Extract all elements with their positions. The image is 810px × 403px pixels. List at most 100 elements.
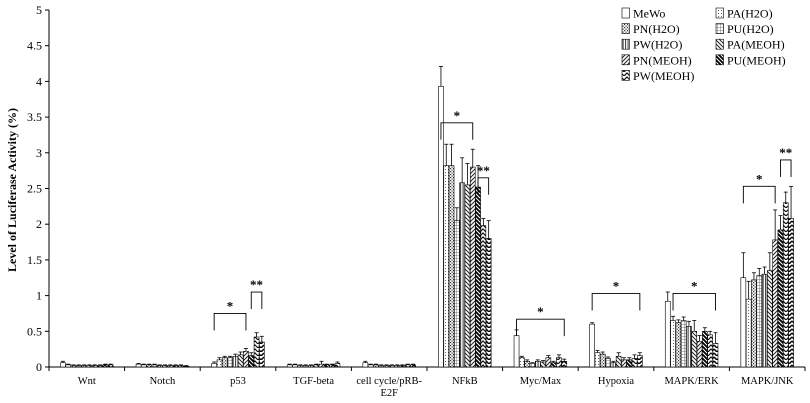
bar xyxy=(782,202,789,368)
significance-label: * xyxy=(454,108,461,123)
bar xyxy=(394,365,400,368)
significance-bracket xyxy=(516,318,565,337)
significance-bracket xyxy=(250,291,263,310)
bar xyxy=(183,365,190,368)
bar xyxy=(313,364,320,368)
significance-label: * xyxy=(691,278,698,293)
legend-label: PN(MEOH) xyxy=(633,53,692,67)
x-category-label: Notch xyxy=(150,376,176,387)
bar xyxy=(626,359,633,368)
bar xyxy=(86,365,93,368)
bar xyxy=(383,365,390,368)
bar xyxy=(475,186,481,368)
bar xyxy=(389,365,395,368)
bar xyxy=(529,363,536,368)
bar xyxy=(367,364,374,368)
legend-label: PA(MEOH) xyxy=(727,38,785,52)
legend-label: PW(H2O) xyxy=(633,38,682,52)
y-tick-label: 0.5 xyxy=(27,324,42,338)
bar xyxy=(81,365,87,368)
bar xyxy=(480,225,487,368)
bar xyxy=(464,184,471,368)
bar xyxy=(151,364,158,368)
bar xyxy=(373,364,379,368)
bar xyxy=(292,364,298,368)
bar xyxy=(534,360,541,368)
legend-swatch xyxy=(621,54,630,66)
bar xyxy=(399,365,406,368)
bar xyxy=(707,334,713,368)
bar xyxy=(221,357,228,368)
bar xyxy=(761,273,768,368)
bar xyxy=(227,357,233,368)
bar xyxy=(216,359,223,368)
bar xyxy=(767,270,773,368)
significance-bracket xyxy=(440,122,474,140)
bar xyxy=(702,330,708,368)
bar xyxy=(297,365,304,368)
bar xyxy=(519,357,525,368)
bar xyxy=(680,320,687,368)
bar xyxy=(107,364,114,368)
bar xyxy=(594,352,601,368)
bar xyxy=(167,365,174,368)
bar xyxy=(232,355,239,368)
legend-swatch xyxy=(715,54,724,66)
bar xyxy=(631,358,638,368)
bar xyxy=(362,362,369,368)
bar xyxy=(448,165,455,368)
y-tick-label: 4.5 xyxy=(27,39,42,53)
bar xyxy=(237,354,244,368)
bar xyxy=(91,365,98,368)
bar xyxy=(485,238,492,368)
bar xyxy=(248,355,255,368)
bar xyxy=(459,182,465,368)
legend-label: PW(MEOH) xyxy=(633,69,694,83)
bar xyxy=(772,239,778,368)
bar xyxy=(141,364,147,368)
legend-label: PU(MEOH) xyxy=(727,53,786,67)
x-category-label: MAPK/JNK xyxy=(741,376,794,387)
y-tick-label: 1.5 xyxy=(27,253,42,267)
y-tick-label: 2.5 xyxy=(27,182,42,196)
y-tick-label: 3.5 xyxy=(27,110,42,124)
bar xyxy=(788,218,794,368)
bar xyxy=(561,360,568,368)
y-tick-label: 4 xyxy=(36,74,42,88)
x-category-label: NFkB xyxy=(452,376,478,387)
bar xyxy=(378,365,385,368)
significance-brackets: ******** **** xyxy=(213,108,792,337)
bar xyxy=(589,323,595,368)
bar xyxy=(675,322,682,368)
bar xyxy=(610,362,617,368)
bar xyxy=(696,340,703,368)
legend-label: PU(H2O) xyxy=(727,22,774,36)
legend-swatch xyxy=(621,70,630,81)
bar xyxy=(135,363,142,368)
significance-bracket xyxy=(213,313,247,331)
significance-label: ** xyxy=(779,145,792,160)
x-axis: Wnt Notch p53 TGF-beta cell cycle/pRB-E2F NFk… xyxy=(48,366,806,399)
bar xyxy=(524,360,530,368)
bar xyxy=(670,320,676,368)
legend-swatch xyxy=(621,38,630,50)
bar xyxy=(329,364,335,368)
bar xyxy=(410,364,416,368)
bar xyxy=(318,363,325,368)
bar xyxy=(162,365,168,368)
bar xyxy=(550,362,557,368)
legend-label: MeWo xyxy=(633,7,665,21)
significance-label: * xyxy=(613,278,620,293)
bar xyxy=(637,355,643,368)
legend: MeWo PA(H2O) PN(H2O) PU(H2O) PW(H2O) PA(MEOH)… xyxy=(621,7,786,83)
bar xyxy=(172,365,179,368)
bar xyxy=(97,365,103,368)
x-category-label: cell cycle/pRB-E2F xyxy=(356,376,422,399)
significance-bracket xyxy=(591,293,641,311)
bar xyxy=(76,365,82,368)
bar xyxy=(664,301,671,368)
bar xyxy=(70,365,77,368)
significance-bracket xyxy=(672,293,716,311)
bar xyxy=(605,358,611,368)
significance-label: * xyxy=(227,298,234,313)
